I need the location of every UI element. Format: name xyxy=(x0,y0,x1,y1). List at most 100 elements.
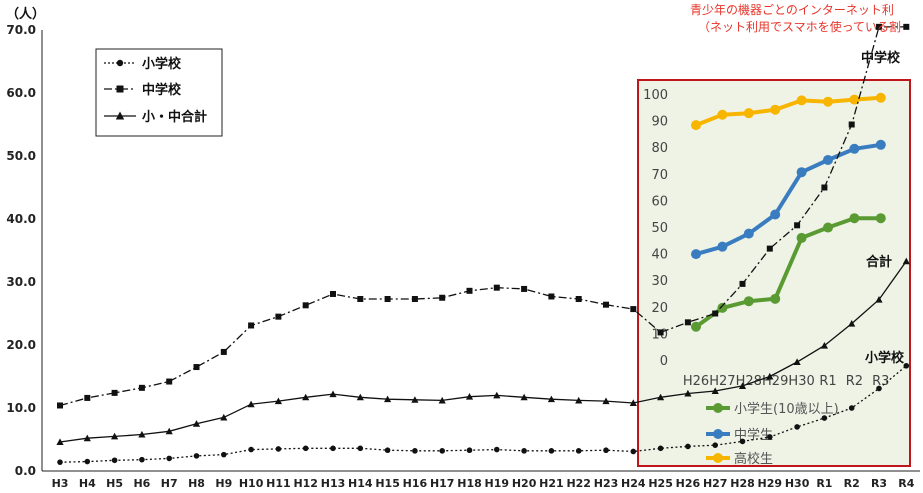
x-tick-label: H8 xyxy=(188,477,205,490)
data-point xyxy=(629,399,637,406)
data-point xyxy=(275,446,282,452)
x-tick-label: H13 xyxy=(321,477,346,490)
x-tick-label: H25 xyxy=(648,477,673,490)
data-point xyxy=(548,293,555,300)
x-tick-label: H30 xyxy=(785,477,810,490)
annotation-elementary: 小学校 xyxy=(865,350,905,366)
data-point xyxy=(685,443,691,450)
inset-y-tick-label: 70 xyxy=(651,168,668,183)
data-point xyxy=(384,395,392,403)
data-point xyxy=(192,420,201,427)
y-unit-label: （人） xyxy=(6,6,45,22)
data-point xyxy=(657,445,664,452)
data-point xyxy=(575,296,582,303)
series-line xyxy=(59,365,907,463)
data-point xyxy=(657,393,665,401)
data-point xyxy=(547,395,555,403)
data-point xyxy=(220,348,227,355)
y-tick-label: 10.0 xyxy=(6,401,36,415)
data-point xyxy=(84,394,91,401)
inset-y-ticks: 0102030405060708090100 xyxy=(643,88,668,369)
data-point xyxy=(903,362,910,369)
inset-data-point xyxy=(875,92,886,103)
inset-data-point xyxy=(691,321,701,332)
y-tick-label: 0.0 xyxy=(15,464,36,478)
x-tick-label: H7 xyxy=(161,477,178,490)
inset-data-point xyxy=(849,213,860,224)
data-point xyxy=(111,389,118,396)
series-junior-high xyxy=(57,23,910,409)
data-point xyxy=(138,384,145,391)
x-tick-label: H16 xyxy=(403,477,428,490)
inset-data-point xyxy=(770,293,781,304)
data-point xyxy=(111,432,119,440)
x-tick-label: H24 xyxy=(621,477,646,490)
header-text-line-1: 青少年の機器ごとのインターネット利 xyxy=(690,2,894,17)
inset-data-point xyxy=(849,94,860,105)
data-point xyxy=(138,430,146,438)
x-tick-label: H3 xyxy=(52,477,69,490)
inset-data-point xyxy=(770,209,781,220)
x-tick-label: H6 xyxy=(133,477,150,490)
data-point xyxy=(794,424,800,430)
data-point xyxy=(357,296,364,303)
inset-y-tick-label: 80 xyxy=(651,141,668,156)
data-point xyxy=(439,294,446,301)
inset-data-point xyxy=(849,143,860,154)
inset-legend: 小学生(10歳以上) 中学生 高校生 xyxy=(706,401,839,467)
data-point xyxy=(220,413,228,421)
data-point xyxy=(520,393,528,401)
inset-legend-item-elementary: 小学生(10歳以上) xyxy=(706,401,839,417)
legend-item-junior-high: 中学校 xyxy=(104,82,182,98)
inset-data-point xyxy=(796,232,807,243)
data-point xyxy=(411,396,419,403)
inset-data-point xyxy=(717,241,728,252)
data-point xyxy=(766,245,773,252)
legend-item-elementary: 小学校 xyxy=(104,56,182,72)
data-point xyxy=(248,322,255,329)
data-point xyxy=(302,302,309,309)
inset-y-tick-label: 100 xyxy=(643,88,668,103)
x-tick-label: H18 xyxy=(457,477,482,490)
x-tick-label: H4 xyxy=(79,477,96,490)
inset-y-tick-label: 60 xyxy=(651,194,668,209)
data-point xyxy=(412,448,418,454)
data-point xyxy=(57,459,63,465)
inset-data-point xyxy=(823,222,833,233)
x-tick-label: H28 xyxy=(730,477,755,490)
x-tick-label: H12 xyxy=(293,477,318,490)
data-point xyxy=(493,284,500,291)
inset-data-point xyxy=(691,120,701,131)
data-point xyxy=(466,287,473,294)
data-point xyxy=(848,121,855,128)
inset-data-point xyxy=(875,213,886,224)
inset-y-tick-label: 50 xyxy=(651,221,668,236)
series-line xyxy=(59,26,907,407)
data-point xyxy=(575,396,583,404)
inset-x-tick-label: R1 xyxy=(819,374,836,389)
data-point xyxy=(876,23,882,30)
legend-label-junior-high: 中学校 xyxy=(142,82,182,98)
inset-data-point xyxy=(743,108,754,119)
data-point xyxy=(248,446,254,453)
data-point xyxy=(221,451,227,458)
x-tick-label: H22 xyxy=(566,477,591,490)
y-tick-label: 70.0 xyxy=(6,23,36,37)
inset-x-tick-label: H26 xyxy=(683,374,709,389)
data-point xyxy=(875,296,883,303)
data-point xyxy=(712,442,718,448)
inset-x-tick-label: R2 xyxy=(846,374,863,389)
legend-item-total: 小・中合計 xyxy=(104,109,207,125)
inset-legend-label-elementary: 小学生(10歳以上) xyxy=(734,401,839,417)
data-point xyxy=(902,257,910,265)
x-tick-label: H10 xyxy=(239,477,264,490)
data-point xyxy=(466,447,473,454)
y-tick-label: 60.0 xyxy=(6,86,36,100)
data-point xyxy=(848,319,856,327)
data-point xyxy=(684,389,692,397)
data-point xyxy=(330,290,336,297)
inset-data-point xyxy=(717,302,728,313)
data-point xyxy=(493,391,501,399)
data-point xyxy=(438,396,446,404)
